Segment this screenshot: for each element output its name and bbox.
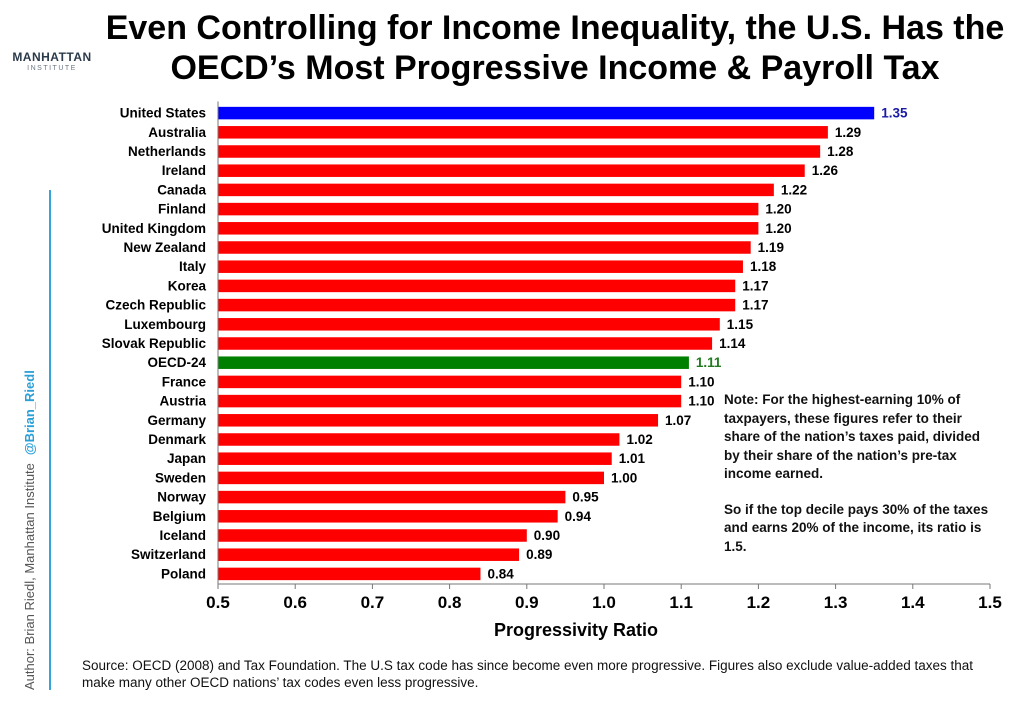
bar-united-kingdom	[218, 222, 759, 235]
bar-iceland	[218, 529, 527, 542]
x-tick-label: 1.3	[824, 593, 848, 612]
category-label: Slovak Republic	[102, 336, 207, 351]
category-label: Austria	[159, 394, 206, 409]
bar-netherlands	[218, 145, 821, 158]
category-label: OECD-24	[147, 355, 206, 370]
x-tick-label: 0.9	[515, 593, 539, 612]
value-label: 1.17	[742, 298, 768, 313]
value-label: 1.10	[688, 394, 714, 409]
value-label: 1.22	[781, 182, 807, 197]
category-label: Korea	[168, 278, 207, 293]
bar-korea	[218, 279, 736, 293]
category-label: Denmark	[148, 432, 206, 447]
bar-oecd-24	[218, 356, 689, 369]
value-label: 1.20	[765, 202, 791, 217]
value-label: 1.01	[619, 451, 646, 466]
bar-germany	[218, 414, 659, 427]
x-tick-label: 1.5	[978, 593, 1002, 612]
value-label: 1.10	[688, 374, 714, 389]
value-label: 0.90	[534, 528, 560, 543]
category-label: Luxembourg	[124, 317, 206, 332]
bar-new-zealand	[218, 241, 751, 254]
source-footnote: Source: OECD (2008) and Tax Foundation. …	[82, 658, 973, 690]
bar-france	[218, 375, 682, 389]
x-tick-label: 0.6	[283, 593, 307, 612]
category-label: Australia	[148, 125, 206, 140]
category-label: Norway	[157, 490, 206, 505]
category-label: Germany	[147, 413, 206, 428]
bar-ireland	[218, 164, 805, 177]
bar-japan	[218, 452, 612, 465]
category-label: Italy	[179, 259, 207, 274]
value-label: 1.20	[765, 221, 791, 236]
x-tick-label: 1.0	[592, 593, 616, 612]
value-label: 0.84	[487, 566, 514, 581]
side-divider	[49, 190, 51, 690]
page-title: Even Controlling for Income Inequality, …	[105, 9, 1005, 87]
value-label: 1.18	[750, 259, 777, 274]
value-label: 1.11	[696, 355, 722, 370]
bar-sweden	[218, 471, 604, 485]
category-label: France	[162, 374, 207, 389]
note-paragraph-1: Note: For the highest-earning 10% of tax…	[724, 392, 981, 481]
bar-chart: United States 1.35 Australia 1.29 Netherland…	[102, 101, 1002, 640]
category-label: Czech Republic	[105, 298, 206, 313]
bar-denmark	[218, 433, 620, 446]
category-label: Poland	[161, 566, 206, 581]
value-label: 1.35	[881, 106, 908, 121]
value-label: 1.15	[727, 317, 754, 332]
value-label: 1.07	[665, 413, 691, 428]
value-label: 1.02	[626, 432, 652, 447]
logo-name: MANHATTAN	[12, 50, 92, 64]
category-label: Netherlands	[128, 144, 206, 159]
x-tick-label: 1.2	[747, 593, 771, 612]
value-label: 1.14	[719, 336, 746, 351]
value-label: 1.17	[742, 278, 768, 293]
category-label: Japan	[167, 451, 206, 466]
x-axis-title: Progressivity Ratio	[494, 620, 658, 640]
category-label: New Zealand	[123, 240, 206, 255]
category-label: Ireland	[162, 163, 206, 178]
logo-subtitle: INSTITUTE	[27, 65, 77, 72]
note-paragraph-2: So if the top decile pays 30% of the tax…	[724, 501, 989, 554]
category-label: Iceland	[159, 528, 206, 543]
category-label: Switzerland	[131, 547, 206, 562]
value-label: 1.28	[827, 144, 854, 159]
value-label: 1.29	[835, 125, 861, 140]
bar-austria	[218, 394, 682, 408]
category-label: United States	[120, 106, 206, 121]
category-label: Sweden	[155, 470, 206, 485]
x-tick-label: 1.4	[901, 593, 925, 612]
bar-czech-republic	[218, 298, 736, 312]
category-label: Canada	[157, 182, 206, 197]
bar-finland	[218, 202, 759, 216]
value-label: 0.89	[526, 547, 552, 562]
x-tick-label: 1.1	[669, 593, 693, 612]
bar-canada	[218, 183, 774, 197]
bar-norway	[218, 490, 566, 504]
category-label: Belgium	[153, 509, 206, 524]
logo: MANHATTAN INSTITUTE	[10, 50, 94, 72]
bar-switzerland	[218, 548, 520, 561]
x-tick-label: 0.5	[206, 593, 230, 612]
value-label: 1.00	[611, 470, 637, 485]
value-label: 0.95	[572, 490, 599, 505]
chart-note: Note: For the highest-earning 10% of tax…	[722, 388, 998, 559]
x-tick-label: 0.7	[361, 593, 385, 612]
value-label: 1.19	[758, 240, 784, 255]
category-label: Finland	[158, 202, 206, 217]
value-label: 1.26	[812, 163, 839, 178]
value-label: 0.94	[565, 509, 592, 524]
bar-slovak-republic	[218, 337, 713, 350]
bar-australia	[218, 126, 828, 139]
x-tick-label: 0.8	[438, 593, 462, 612]
bar-luxembourg	[218, 318, 720, 331]
category-label: United Kingdom	[102, 221, 206, 236]
bar-united-states	[218, 106, 875, 120]
bar-italy	[218, 260, 743, 273]
bar-belgium	[218, 510, 558, 523]
bar-poland	[218, 567, 481, 581]
